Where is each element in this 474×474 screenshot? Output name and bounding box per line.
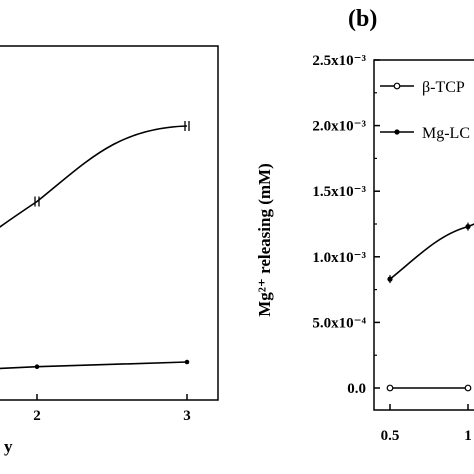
panel-b-label: (b): [348, 6, 377, 32]
panel-b-frame: [373, 59, 474, 411]
panel-b-legend-marker: [394, 129, 400, 135]
panel-b-series-mglc-line: [389, 223, 474, 280]
panel-b-legend: β-TCP Mg-LC: [380, 79, 470, 142]
panel-a-data-point: [184, 359, 190, 365]
panel-a-data-point: [34, 364, 40, 370]
panel-a-x-tick-label: 3: [183, 408, 191, 424]
panel-b-x-ticks: 0.5 1: [381, 404, 472, 444]
panel-b-y-tick-label: 0.0: [347, 381, 366, 397]
panel-a-x-axis-label: y: [4, 437, 13, 456]
panel-a-series-1-line: [0, 125, 188, 228]
panel-b-btcp-point: [464, 384, 472, 392]
panel-b-legend-label: Mg-LC: [422, 125, 470, 142]
panel-a-x-tick-label: 2: [33, 408, 41, 424]
panel-b-legend-label: β-TCP: [422, 79, 465, 96]
panel-b-y-tick-label: 1.5x10⁻³: [312, 184, 366, 200]
panel-b-marks: [386, 222, 474, 392]
panel-b-y-tick-label: 1.0x10⁻³: [312, 250, 366, 266]
panel-b-y-axis-label: Mg²⁺ releasing (mM): [255, 163, 274, 317]
panel-b-legend-marker: [393, 82, 401, 90]
panel-b-mglc-point: [465, 224, 471, 230]
panel-b-y-tick-label: 2.0x10⁻³: [312, 119, 366, 135]
panel-b-btcp-point: [386, 384, 394, 392]
panel-a-series-2-line: [0, 361, 188, 370]
panel-b-x-tick-label: 0.5: [381, 428, 400, 444]
panel-a-frame: [0, 45, 219, 401]
panel-b-mglc-point: [387, 276, 393, 282]
panel-b-y-tick-label: 5.0x10⁻⁴: [312, 315, 366, 331]
panel-b-x-tick-label: 1: [464, 428, 472, 444]
panel-b-y-ticks: 0.0 5.0x10⁻⁴ 1.0x10⁻³ 1.5x10⁻³ 2.0x10⁻³ 2.5x1…: [312, 53, 380, 397]
panel-b-y-tick-label: 2.5x10⁻³: [312, 53, 366, 69]
panel-b: (b) 0.0 5.0x10⁻⁴ 1.0x10⁻³ 1.5x10⁻³ 2.0x10⁻³ 2…: [255, 6, 474, 444]
panel-a-marks: [0, 121, 190, 370]
